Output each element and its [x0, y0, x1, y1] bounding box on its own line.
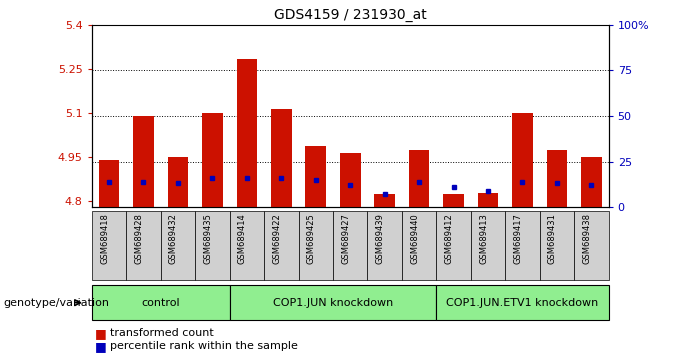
Text: COP1.JUN.ETV1 knockdown: COP1.JUN.ETV1 knockdown	[446, 298, 598, 308]
Text: genotype/variation: genotype/variation	[3, 298, 109, 308]
Text: GSM689425: GSM689425	[307, 213, 316, 264]
Bar	[133, 116, 154, 207]
Text: GSM689435: GSM689435	[203, 213, 212, 264]
Bar	[443, 194, 464, 207]
Text: control: control	[141, 298, 180, 308]
Text: GSM689422: GSM689422	[272, 213, 282, 264]
Text: GSM689413: GSM689413	[479, 213, 488, 264]
Text: GSM689417: GSM689417	[513, 213, 522, 264]
Bar	[409, 150, 430, 207]
Text: GSM689440: GSM689440	[410, 213, 419, 264]
Text: percentile rank within the sample: percentile rank within the sample	[110, 341, 298, 351]
Text: GSM689439: GSM689439	[375, 213, 385, 264]
Bar	[340, 153, 360, 207]
Text: GSM689431: GSM689431	[548, 213, 557, 264]
Bar	[99, 160, 120, 207]
Text: GSM689438: GSM689438	[582, 213, 592, 264]
Text: ■: ■	[95, 340, 107, 353]
Bar	[477, 193, 498, 207]
Bar	[547, 150, 567, 207]
Text: GSM689412: GSM689412	[445, 213, 454, 264]
Bar	[305, 146, 326, 207]
Bar	[271, 109, 292, 207]
Bar	[202, 113, 223, 207]
Text: GSM689432: GSM689432	[169, 213, 178, 264]
Text: ■: ■	[95, 327, 107, 340]
Text: transformed count: transformed count	[110, 329, 214, 338]
Text: GSM689414: GSM689414	[238, 213, 247, 264]
Bar	[237, 59, 257, 207]
Bar	[374, 194, 395, 207]
Text: GSM689428: GSM689428	[135, 213, 143, 264]
Text: GSM689427: GSM689427	[341, 213, 350, 264]
Bar	[167, 157, 188, 207]
Text: GSM689418: GSM689418	[100, 213, 109, 264]
Title: GDS4159 / 231930_at: GDS4159 / 231930_at	[274, 8, 426, 22]
Bar	[581, 157, 602, 207]
Bar	[512, 113, 533, 207]
Text: COP1.JUN knockdown: COP1.JUN knockdown	[273, 298, 393, 308]
